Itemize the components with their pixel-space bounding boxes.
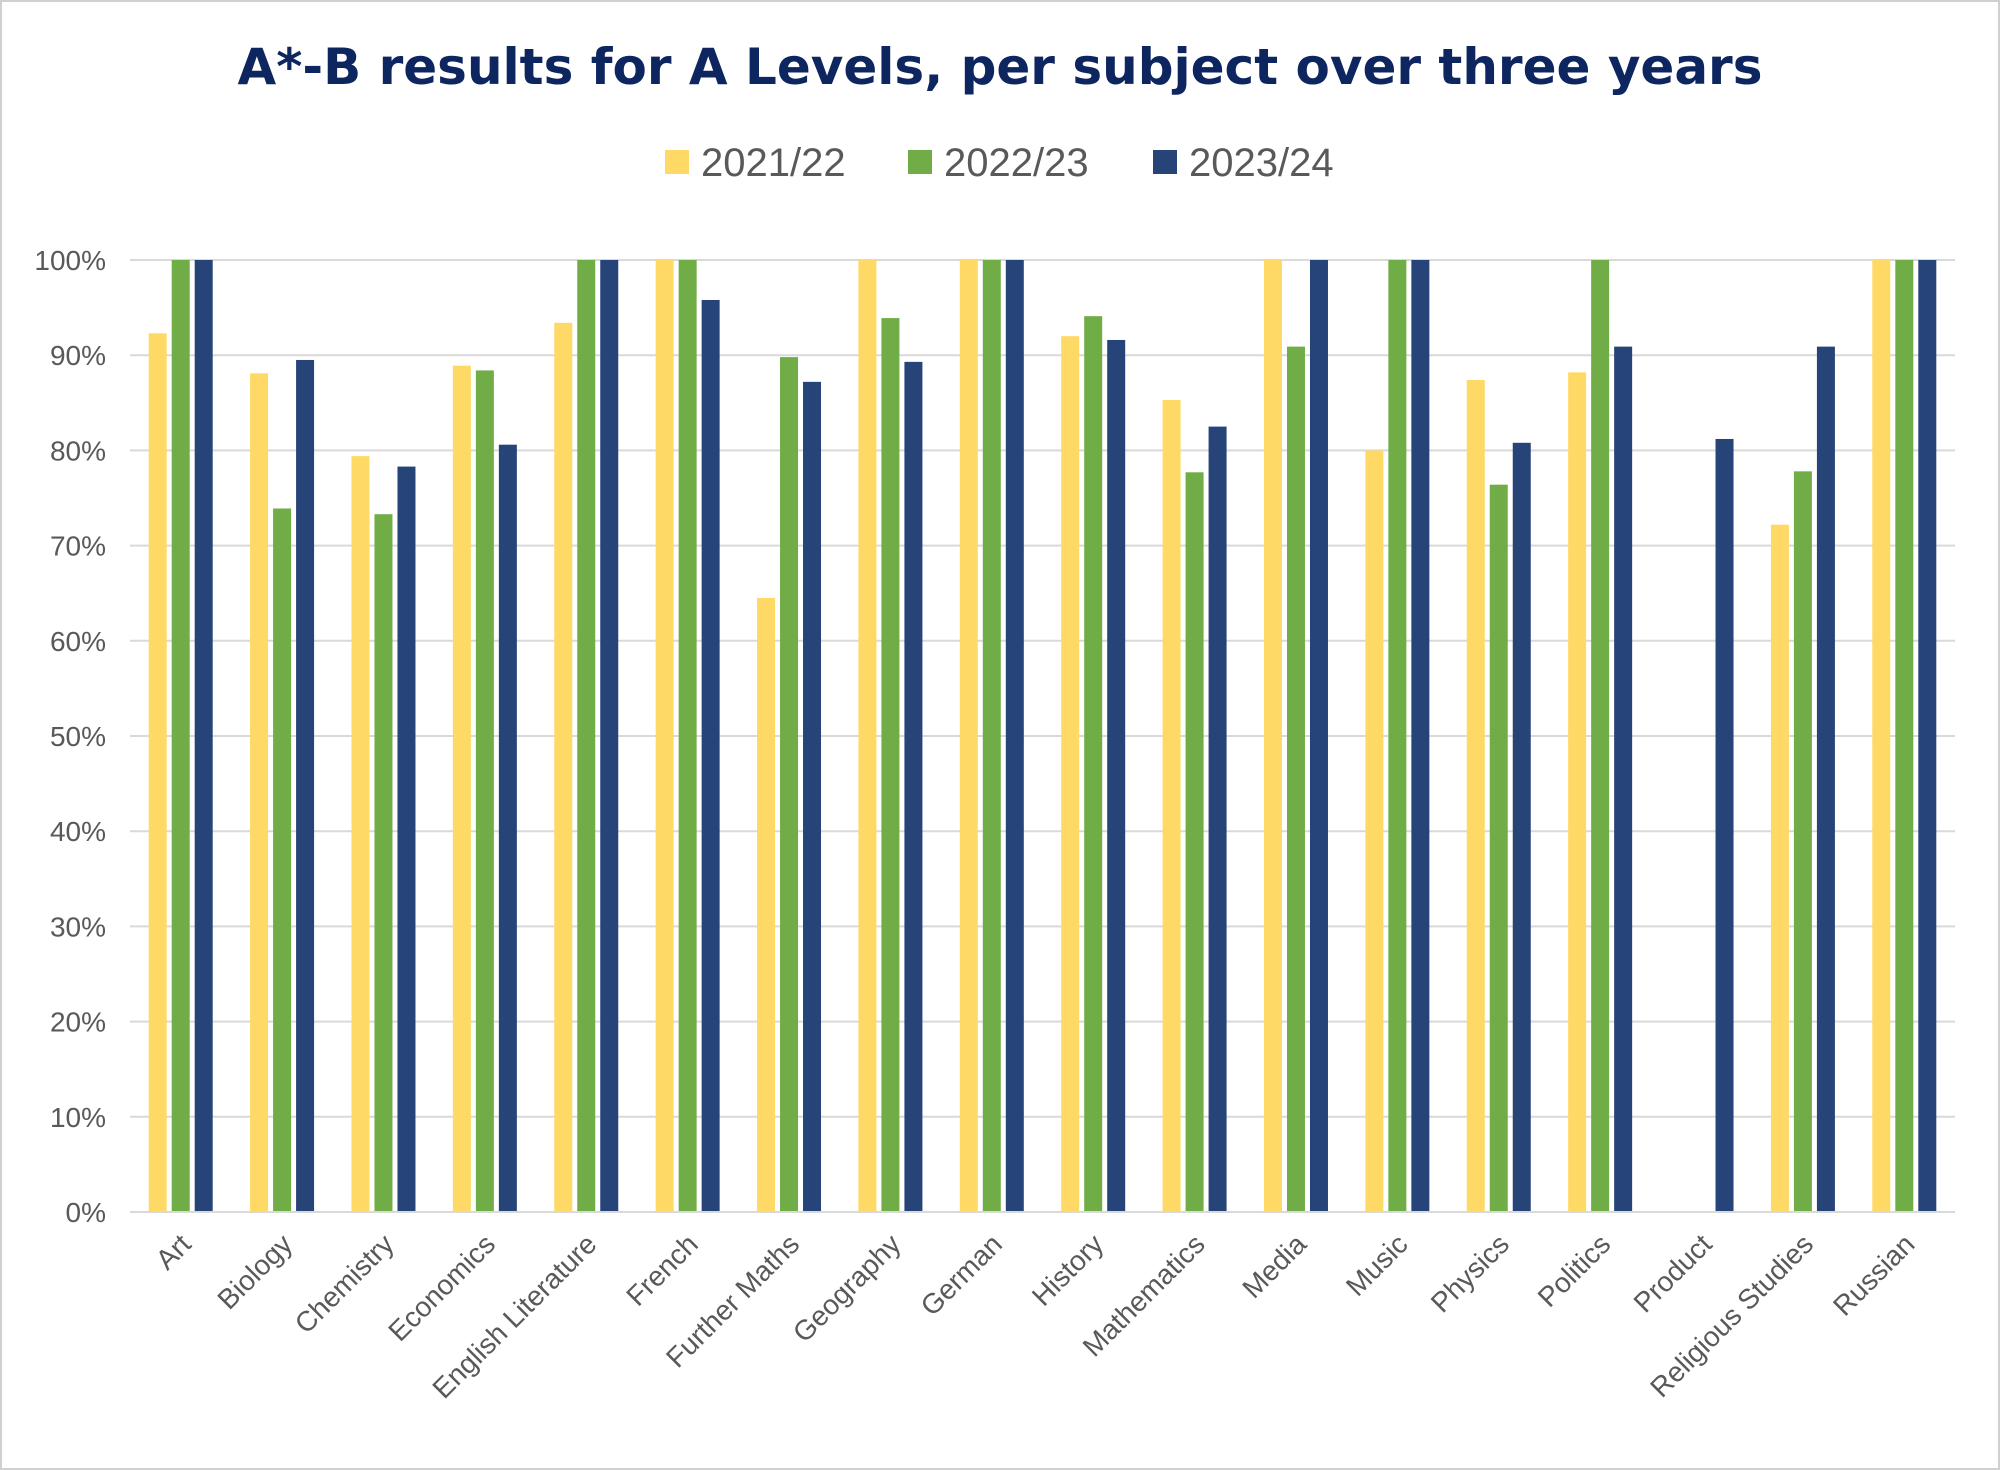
category-label: Politics: [1532, 1228, 1617, 1313]
y-tick-label: 100%: [34, 245, 106, 276]
bar-2023-24-art: [194, 260, 213, 1212]
bar-2021-22-german: [959, 260, 978, 1212]
bars: [148, 260, 1937, 1213]
bar-2022-23-media: [1286, 346, 1305, 1213]
bar-2022-23-russian: [1895, 260, 1914, 1212]
gridlines: [130, 259, 1955, 1118]
bar-2023-24-politics: [1614, 346, 1633, 1213]
bar-2023-24-further-maths: [803, 381, 822, 1213]
bar-2023-24-german: [1005, 260, 1024, 1212]
y-tick-label: 70%: [50, 531, 106, 562]
category-label: Biology: [211, 1228, 298, 1315]
bar-2022-23-chemistry: [374, 514, 393, 1212]
bar-2023-24-history: [1107, 339, 1126, 1212]
bar-2023-24-media: [1309, 260, 1328, 1212]
category-label: Russian: [1827, 1228, 1920, 1321]
bar-2023-24-russian: [1918, 260, 1937, 1212]
bar-2021-22-physics: [1466, 379, 1485, 1212]
y-tick-label: 60%: [50, 626, 106, 657]
bar-2021-22-further-maths: [757, 597, 776, 1212]
bar-2022-23-history: [1084, 316, 1103, 1213]
bar-2022-23-economics: [475, 370, 494, 1212]
bar-2022-23-french: [678, 260, 697, 1212]
y-tick-label: 50%: [50, 721, 106, 752]
bar-2022-23-german: [982, 260, 1001, 1212]
category-label: Media: [1236, 1228, 1312, 1304]
y-tick-label: 90%: [50, 340, 106, 371]
bar-2021-22-english-literature: [554, 322, 573, 1212]
bar-2022-23-biology: [273, 508, 292, 1212]
bar-2023-24-biology: [296, 359, 315, 1213]
legend-swatch: [665, 150, 689, 174]
bar-2023-24-french: [701, 299, 720, 1212]
bar-2022-23-religious-studies: [1793, 471, 1812, 1212]
y-tick-label: 20%: [50, 1007, 106, 1038]
legend-label: 2023/24: [1189, 141, 1334, 185]
legend-swatch: [1153, 150, 1177, 174]
y-tick-label: 30%: [50, 911, 106, 942]
bar-2022-23-politics: [1591, 260, 1610, 1212]
bar-2021-22-music: [1365, 450, 1384, 1212]
legend: 2021/22 2022/23 2023/24: [665, 141, 1334, 185]
bar-2023-24-geography: [904, 361, 923, 1212]
bar-2021-22-chemistry: [351, 456, 370, 1212]
bar-2021-22-religious-studies: [1770, 524, 1789, 1212]
category-label: Music: [1340, 1228, 1414, 1302]
bar-2022-23-english-literature: [577, 260, 596, 1212]
legend-label: 2021/22: [701, 141, 846, 185]
category-label: Physics: [1425, 1228, 1515, 1318]
bar-2021-22-art: [148, 333, 167, 1213]
bar-2023-24-economics: [498, 444, 517, 1212]
legend-swatch: [908, 150, 932, 174]
bar-2021-22-media: [1263, 260, 1282, 1212]
category-label: History: [1026, 1228, 1110, 1312]
bar-2021-22-economics: [452, 365, 471, 1212]
y-tick-label: 10%: [50, 1102, 106, 1133]
bar-2022-23-mathematics: [1185, 472, 1204, 1212]
category-label: Chemistry: [289, 1228, 400, 1339]
y-tick-label: 0%: [66, 1197, 106, 1228]
category-label: French: [620, 1228, 704, 1312]
bar-2022-23-further-maths: [780, 357, 799, 1212]
bar-2022-23-art: [171, 260, 190, 1212]
category-label: Art: [150, 1228, 197, 1275]
bar-2023-24-chemistry: [397, 466, 416, 1213]
bar-2021-22-french: [655, 260, 674, 1212]
bar-2021-22-history: [1061, 336, 1080, 1212]
chart-title: A*-B results for A Levels, per subject o…: [237, 38, 1763, 96]
bar-2022-23-physics: [1489, 484, 1508, 1212]
bar-2021-22-politics: [1568, 372, 1587, 1212]
category-label: Geography: [787, 1228, 907, 1348]
bar-2021-22-mathematics: [1162, 399, 1181, 1213]
bar-2022-23-music: [1388, 260, 1407, 1212]
y-tick-label: 40%: [50, 816, 106, 847]
bar-2023-24-physics: [1512, 442, 1531, 1212]
bar-2023-24-product: [1715, 438, 1734, 1212]
bar-2023-24-music: [1411, 260, 1430, 1212]
bar-2023-24-mathematics: [1208, 426, 1227, 1213]
bar-2023-24-religious-studies: [1816, 346, 1835, 1213]
bar-2021-22-biology: [250, 373, 269, 1213]
bar-2023-24-english-literature: [600, 260, 619, 1212]
category-label: German: [915, 1228, 1008, 1321]
y-tick-label: 80%: [50, 435, 106, 466]
category-label: Product: [1628, 1228, 1718, 1318]
y-axis-ticks: 0% 10% 20% 30% 40% 50% 60% 70% 80% 90% 100%: [34, 245, 106, 1228]
bar-2021-22-russian: [1872, 260, 1891, 1212]
bar-2021-22-geography: [858, 260, 877, 1212]
legend-label: 2022/23: [944, 141, 1089, 185]
bar-2022-23-geography: [881, 318, 900, 1212]
